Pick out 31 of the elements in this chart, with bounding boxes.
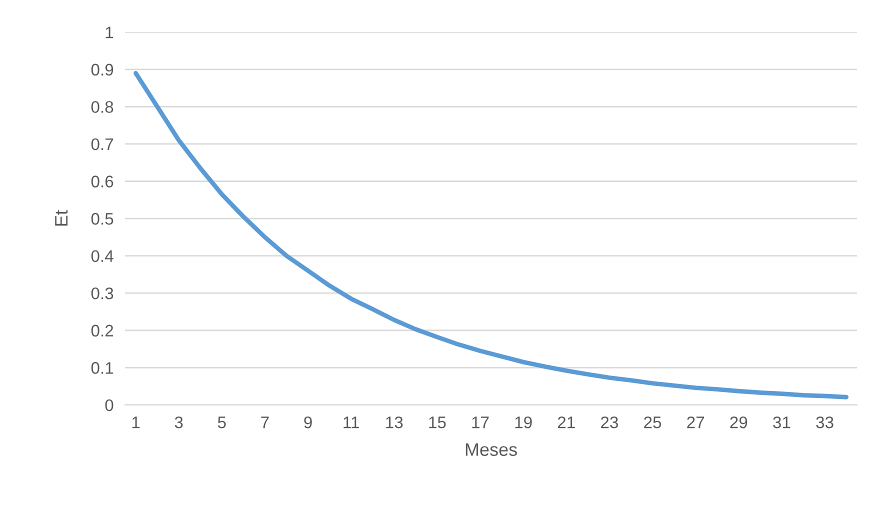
y-tick-label: 0.2 [91, 324, 114, 337]
y-tick-label: 0.5 [91, 212, 114, 225]
x-tick-label: 7 [261, 416, 269, 428]
y-tick-label: 0.7 [91, 138, 114, 150]
line-series [134, 70, 849, 400]
y-tick-label: 0.6 [91, 176, 114, 188]
x-tick-label: 1 [132, 416, 140, 428]
x-tick-label: 5 [218, 416, 226, 428]
x-tick-label: 27 [687, 416, 704, 428]
x-tick-label: 11 [344, 416, 359, 428]
y-tick-label: 0.1 [91, 362, 114, 374]
y-tick-label: 0.8 [91, 101, 114, 113]
x-tick-label: 29 [730, 416, 748, 428]
x-tick-label: 3 [174, 416, 183, 428]
x-tick-label: 31 [773, 416, 790, 428]
y-tick-label: 0.9 [91, 64, 114, 76]
x-tick-label: 17 [472, 416, 489, 428]
x-axis-title: Meses [466, 443, 517, 456]
x-tick-label: 9 [304, 416, 312, 428]
x-tick-label: 33 [816, 416, 834, 428]
x-tick-label: 13 [386, 416, 403, 428]
x-tick-label: 23 [601, 416, 618, 428]
x-tick-label: 25 [644, 416, 662, 428]
y-tick-label: 1 [106, 26, 114, 38]
y-tick-label: 0 [105, 399, 114, 412]
y-tick-label: 0.3 [91, 288, 114, 300]
x-tick-label: 19 [515, 416, 532, 428]
y-tick-label: 0.4 [91, 250, 114, 262]
y-axis-title: Et [55, 210, 68, 226]
x-tick-label: 21 [558, 416, 575, 428]
x-tick-label: 15 [429, 416, 446, 428]
